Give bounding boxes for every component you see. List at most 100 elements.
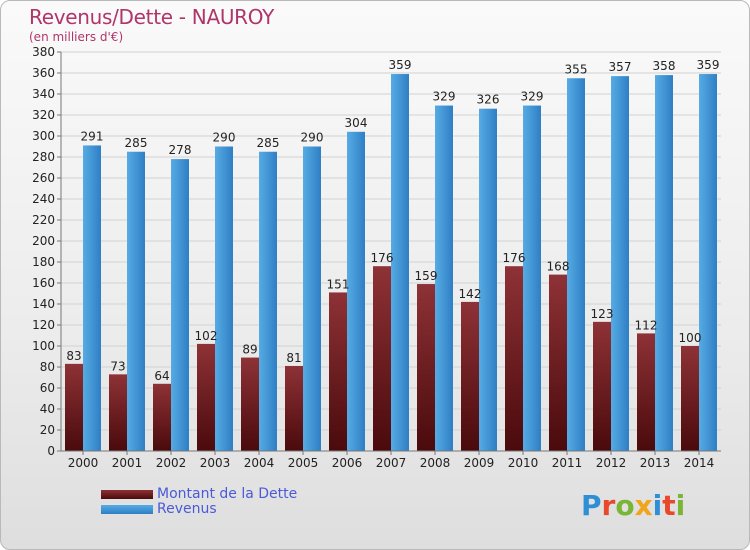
revenue-bar (391, 74, 409, 452)
revenue-bar (435, 105, 453, 452)
revenue-bar (83, 145, 101, 451)
y-tick-label: 360 (32, 66, 55, 80)
y-tick-label: 380 (32, 45, 55, 59)
y-tick-label: 160 (32, 276, 55, 290)
debt-value-label: 123 (591, 307, 614, 321)
x-tick-label: 2007 (376, 456, 407, 470)
y-tick-label: 0 (47, 444, 55, 458)
x-tick-label: 2000 (68, 456, 99, 470)
x-tick-label: 2006 (332, 456, 363, 470)
debt-value-label: 73 (110, 359, 125, 373)
x-tick-label: 2002 (156, 456, 187, 470)
y-tick-label: 220 (32, 213, 55, 227)
debt-value-label: 142 (459, 287, 482, 301)
legend-swatch-revenue (101, 505, 153, 514)
x-tick-label: 2009 (464, 456, 495, 470)
bars (65, 74, 717, 452)
chart-title: Revenus/Dette - NAUROY (29, 5, 275, 29)
debt-value-label: 168 (547, 260, 570, 274)
revenue-value-label: 278 (169, 143, 192, 157)
revenue-bar (611, 76, 629, 452)
debt-value-label: 100 (679, 331, 702, 345)
debt-bar (197, 343, 215, 451)
debt-bar (65, 363, 83, 451)
revenue-bar (479, 108, 497, 451)
y-tick-label: 180 (32, 255, 55, 269)
y-tick-label: 340 (32, 87, 55, 101)
debt-bar (153, 383, 171, 451)
revenue-value-label: 329 (521, 90, 544, 104)
y-tick-label: 200 (32, 234, 55, 248)
debt-value-label: 81 (286, 351, 301, 365)
debt-bar (109, 374, 127, 451)
debt-value-label: 176 (503, 251, 526, 265)
x-tick-label: 2003 (200, 456, 231, 470)
y-tick-label: 40 (40, 402, 55, 416)
debt-value-label: 151 (327, 277, 350, 291)
revenue-value-label: 290 (301, 131, 324, 145)
debt-bar (373, 266, 391, 451)
revenue-value-label: 304 (345, 116, 368, 130)
revenue-bar (655, 75, 673, 451)
revenue-bar (127, 151, 145, 451)
debt-bar (461, 301, 479, 451)
y-tick-label: 100 (32, 339, 55, 353)
legend-label-revenue: Revenus (157, 501, 217, 517)
debt-value-label: 176 (371, 251, 394, 265)
revenue-value-label: 357 (609, 60, 632, 74)
revenue-value-label: 355 (565, 62, 588, 76)
x-tick-label: 2008 (420, 456, 451, 470)
revenue-value-label: 285 (125, 136, 148, 150)
y-tick-label: 260 (32, 171, 55, 185)
debt-bar (285, 365, 303, 451)
logo-letter: r (601, 489, 616, 522)
revenue-value-label: 285 (257, 136, 280, 150)
revenue-bar (567, 78, 585, 451)
revenue-bar (699, 74, 717, 452)
y-tick-label: 80 (40, 360, 55, 374)
logo-letter: x (634, 489, 653, 522)
logo-letter: t (662, 489, 676, 522)
y-tick-label: 280 (32, 150, 55, 164)
logo-letter: i (675, 489, 686, 522)
debt-value-label: 159 (415, 269, 438, 283)
revenue-value-label: 326 (477, 93, 500, 107)
y-tick-label: 60 (40, 381, 55, 395)
debt-bar (593, 321, 611, 451)
chart-subtitle: (en milliers d'€) (29, 30, 124, 44)
x-tick-label: 2011 (552, 456, 583, 470)
revenue-bar (523, 105, 541, 452)
logo-letter: i (652, 489, 663, 522)
revenue-value-label: 291 (81, 129, 104, 143)
logo-letter: P (581, 489, 602, 522)
revenue-bar (171, 159, 189, 451)
proxiti-logo: Proxiti (581, 489, 685, 522)
debt-bar (637, 333, 655, 451)
revenue-value-label: 359 (697, 58, 720, 72)
x-tick-label: 2004 (244, 456, 275, 470)
axes: 0 20 40 60 80 100 120 140 160 180 200 220 240 260 280 3… (32, 45, 721, 470)
revenue-value-label: 359 (389, 58, 412, 72)
y-tick-label: 20 (40, 423, 55, 437)
x-tick-label: 2001 (112, 456, 143, 470)
revenue-bar (303, 146, 321, 451)
debt-value-label: 89 (242, 343, 257, 357)
x-tick-label: 2010 (508, 456, 539, 470)
debt-value-label: 112 (635, 318, 658, 332)
y-tick-label: 140 (32, 297, 55, 311)
revenue-bar (259, 151, 277, 451)
debt-bar (549, 274, 567, 451)
x-tick-label: 2012 (596, 456, 627, 470)
debt-value-label: 64 (154, 369, 169, 383)
legend-swatch-debt (101, 490, 153, 499)
debt-bar (505, 266, 523, 451)
y-tick-label: 240 (32, 192, 55, 206)
debt-bar (329, 292, 347, 451)
revenue-bar (347, 131, 365, 452)
revenue-value-label: 329 (433, 90, 456, 104)
data-labels: 83 291 73 285 64 278 102 290 89 285 81 290 151 304 176… (66, 58, 719, 383)
debt-value-label: 102 (195, 329, 218, 343)
debt-value-label: 83 (66, 349, 81, 363)
